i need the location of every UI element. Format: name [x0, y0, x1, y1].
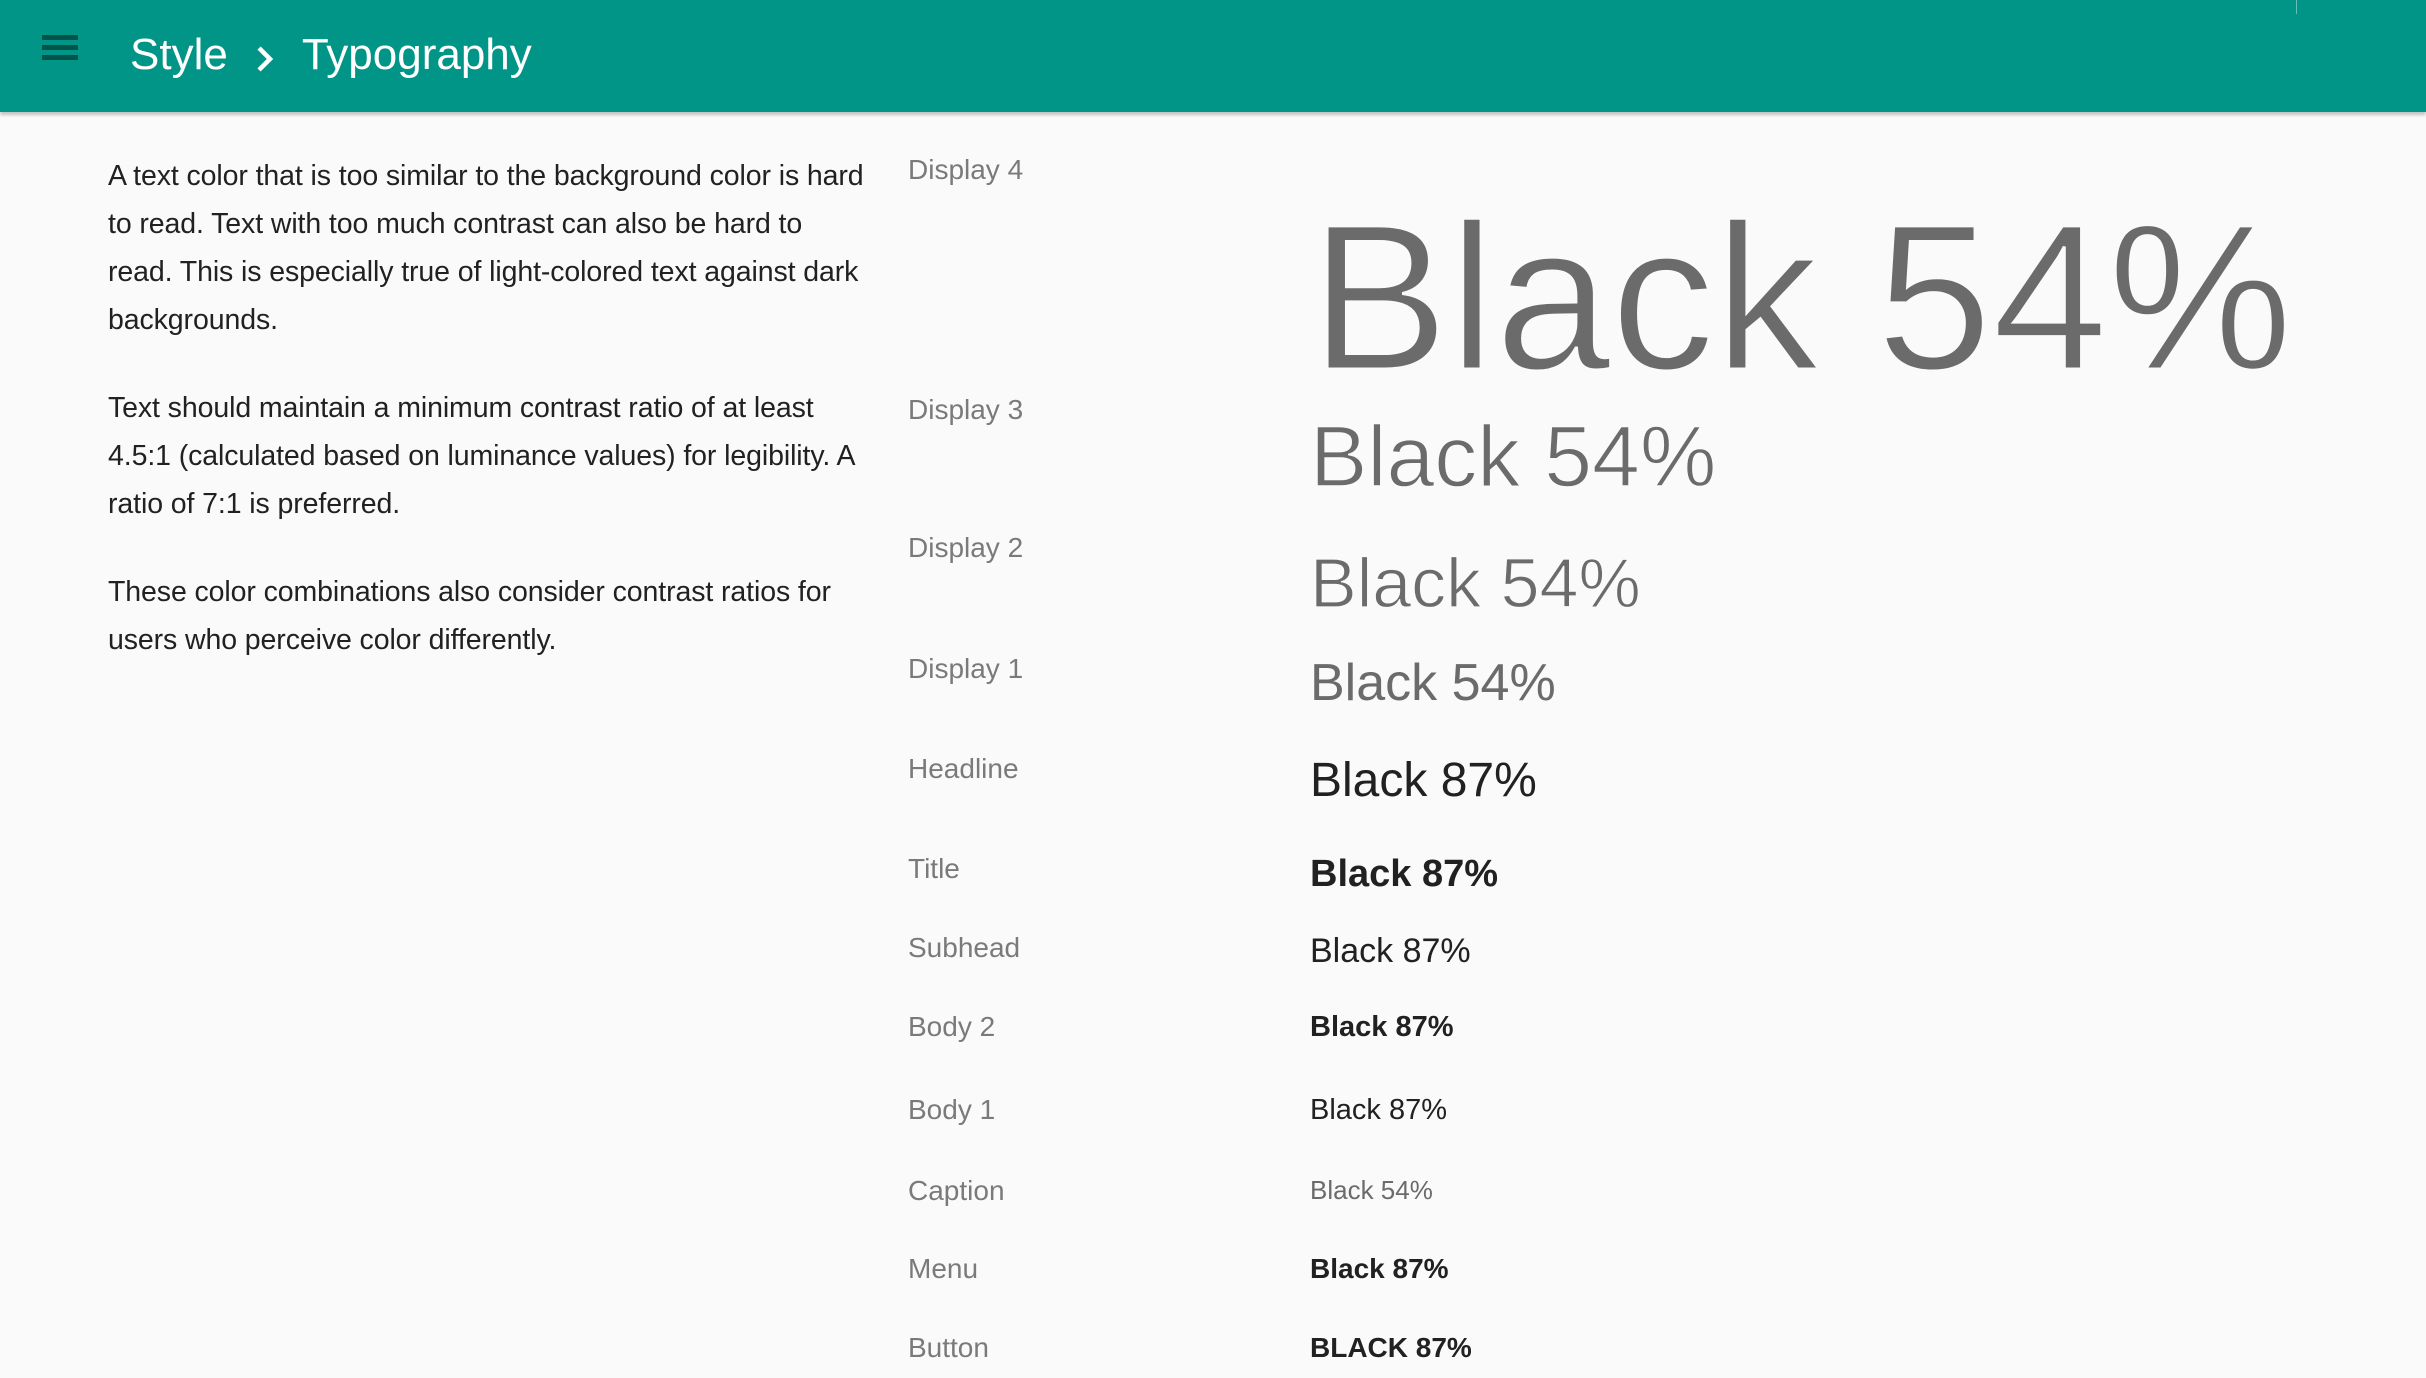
- svg-text:Black 54%: Black 54%: [1310, 182, 2293, 414]
- svg-text:Black 54%: Black 54%: [1310, 409, 1716, 505]
- svg-text:Black 54%: Black 54%: [1310, 544, 1641, 622]
